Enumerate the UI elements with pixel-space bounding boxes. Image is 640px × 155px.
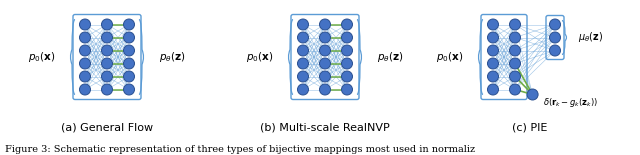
Circle shape	[298, 84, 308, 95]
Circle shape	[298, 58, 308, 69]
Circle shape	[488, 19, 499, 30]
Circle shape	[124, 45, 134, 56]
Circle shape	[550, 45, 561, 56]
Circle shape	[488, 32, 499, 43]
Circle shape	[488, 84, 499, 95]
Text: $p_0(\mathbf{x})$: $p_0(\mathbf{x})$	[246, 50, 273, 64]
Text: $p_\theta(\mathbf{z})$: $p_\theta(\mathbf{z})$	[159, 50, 186, 64]
Circle shape	[298, 19, 308, 30]
Circle shape	[102, 71, 113, 82]
Text: $\delta(\mathbf{r}_k - g_k(\mathbf{z}_k))$: $\delta(\mathbf{r}_k - g_k(\mathbf{z}_k)…	[543, 96, 598, 109]
Text: (b) Multi-scale RealNVP: (b) Multi-scale RealNVP	[260, 123, 390, 133]
Circle shape	[488, 71, 499, 82]
Circle shape	[342, 19, 353, 30]
Circle shape	[319, 19, 330, 30]
Circle shape	[102, 19, 113, 30]
Circle shape	[79, 45, 90, 56]
Circle shape	[550, 19, 561, 30]
Circle shape	[102, 45, 113, 56]
Circle shape	[319, 58, 330, 69]
Circle shape	[509, 71, 520, 82]
Circle shape	[319, 84, 330, 95]
Circle shape	[102, 84, 113, 95]
Circle shape	[102, 58, 113, 69]
Circle shape	[509, 84, 520, 95]
Circle shape	[102, 32, 113, 43]
Text: (c) PIE: (c) PIE	[512, 123, 548, 133]
Circle shape	[79, 84, 90, 95]
Circle shape	[79, 19, 90, 30]
Circle shape	[319, 32, 330, 43]
Circle shape	[488, 45, 499, 56]
Circle shape	[509, 19, 520, 30]
Text: Figure 3: Schematic representation of three types of bijective mappings most use: Figure 3: Schematic representation of th…	[5, 146, 475, 155]
Circle shape	[509, 45, 520, 56]
Circle shape	[509, 58, 520, 69]
Text: $p_0(\mathbf{x})$: $p_0(\mathbf{x})$	[436, 50, 463, 64]
Circle shape	[298, 45, 308, 56]
Circle shape	[342, 32, 353, 43]
Circle shape	[298, 71, 308, 82]
Circle shape	[79, 71, 90, 82]
Circle shape	[319, 71, 330, 82]
Circle shape	[342, 45, 353, 56]
Circle shape	[298, 32, 308, 43]
Text: (a) General Flow: (a) General Flow	[61, 123, 153, 133]
Circle shape	[124, 71, 134, 82]
Circle shape	[488, 58, 499, 69]
Text: $\mu_\theta(\mathbf{z})$: $\mu_\theta(\mathbf{z})$	[578, 31, 604, 44]
Circle shape	[509, 32, 520, 43]
Circle shape	[79, 32, 90, 43]
Circle shape	[319, 45, 330, 56]
Circle shape	[79, 58, 90, 69]
Circle shape	[342, 71, 353, 82]
Circle shape	[342, 58, 353, 69]
Text: $p_\theta(\mathbf{z})$: $p_\theta(\mathbf{z})$	[377, 50, 404, 64]
Circle shape	[124, 84, 134, 95]
Circle shape	[527, 89, 538, 100]
Circle shape	[124, 58, 134, 69]
Circle shape	[124, 32, 134, 43]
Circle shape	[124, 19, 134, 30]
Text: $p_0(\mathbf{x})$: $p_0(\mathbf{x})$	[28, 50, 55, 64]
Circle shape	[550, 32, 561, 43]
Circle shape	[342, 84, 353, 95]
